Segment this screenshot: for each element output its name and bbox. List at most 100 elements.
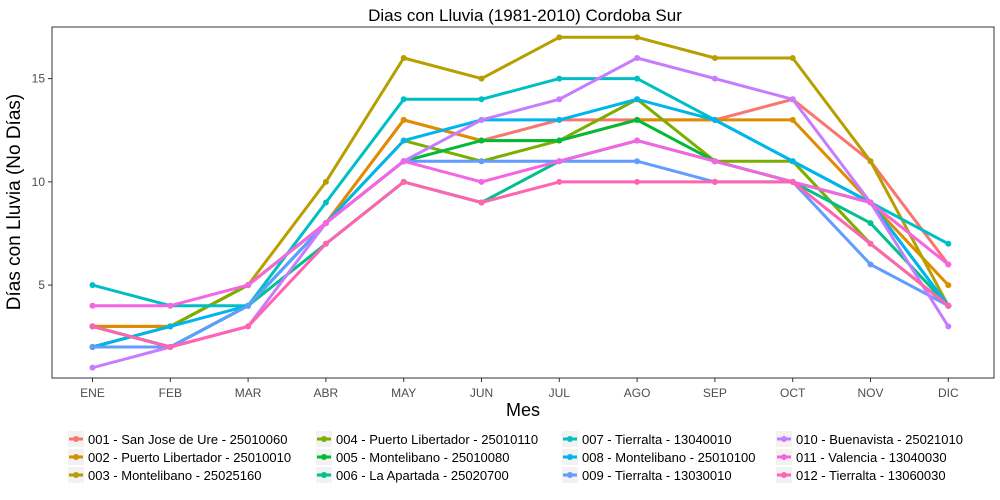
data-point xyxy=(634,158,641,165)
legend-label: 003 - Montelibano - 25025160 xyxy=(88,468,261,483)
data-point xyxy=(556,34,563,41)
legend-item: 001 - San Jose de Ure - 25010060 xyxy=(68,431,287,447)
x-tick-label: FEB xyxy=(159,386,182,400)
legend-item: 012 - Tierralta - 13060030 xyxy=(776,467,946,483)
legend-item: 011 - Valencia - 13040030 xyxy=(776,449,947,465)
x-tick-label: DIC xyxy=(938,386,959,400)
data-point xyxy=(711,178,718,185)
data-point xyxy=(789,96,796,103)
legend-item: 005 - Montelibano - 25010080 xyxy=(316,449,509,465)
legend-key-point xyxy=(73,454,79,460)
data-point xyxy=(867,261,874,268)
data-point xyxy=(89,364,96,371)
data-point xyxy=(322,220,329,227)
data-point xyxy=(789,54,796,61)
y-tick-label: 5 xyxy=(38,278,45,292)
series-12 xyxy=(89,178,952,351)
series-layer xyxy=(89,34,952,371)
x-tick-label: JUN xyxy=(470,386,493,400)
data-point xyxy=(478,75,485,82)
data-point xyxy=(400,178,407,185)
legend-key-point xyxy=(781,454,787,460)
data-point xyxy=(634,137,641,144)
series-line xyxy=(91,139,950,308)
data-point xyxy=(634,75,641,82)
data-point xyxy=(711,158,718,165)
x-tick-label: SEP xyxy=(703,386,727,400)
y-tick-label: 10 xyxy=(32,175,46,189)
legend-label: 007 - Tierralta - 13040010 xyxy=(582,432,732,447)
data-point xyxy=(556,96,563,103)
data-point xyxy=(400,96,407,103)
data-point xyxy=(478,116,485,123)
data-point xyxy=(867,199,874,206)
y-axis: 5 10 15 xyxy=(32,72,52,292)
data-point xyxy=(245,302,252,309)
x-tick-label: MAR xyxy=(235,386,262,400)
legend-key-point xyxy=(567,472,573,478)
legend-label: 004 - Puerto Libertador - 25010110 xyxy=(336,432,538,447)
series-line xyxy=(91,180,950,349)
data-point xyxy=(89,323,96,330)
legend-key-point xyxy=(567,454,573,460)
legend-key-point xyxy=(73,472,79,478)
data-point xyxy=(400,137,407,144)
legend-key-point xyxy=(781,436,787,442)
data-point xyxy=(322,240,329,247)
data-point xyxy=(711,54,718,61)
legend-label: 005 - Montelibano - 25010080 xyxy=(336,450,509,465)
data-point xyxy=(556,158,563,165)
data-point xyxy=(789,178,796,185)
data-point xyxy=(478,158,485,165)
data-point xyxy=(167,323,174,330)
legend: 001 - San Jose de Ure - 25010060 002 - Pu… xyxy=(68,431,963,483)
x-tick-label: ABR xyxy=(314,386,339,400)
legend-item: 002 - Puerto Libertador - 25010010 xyxy=(68,449,291,465)
data-point xyxy=(322,199,329,206)
legend-label: 008 - Montelibano - 25010100 xyxy=(582,450,755,465)
series-line xyxy=(91,159,950,349)
chart-title: Dias con Lluvia (1981-2010) Cordoba Sur xyxy=(368,6,682,25)
plot-panel xyxy=(51,26,995,379)
series-line xyxy=(91,97,950,349)
data-point xyxy=(245,323,252,330)
legend-label: 001 - San Jose de Ure - 25010060 xyxy=(88,432,287,447)
data-point xyxy=(634,34,641,41)
data-point xyxy=(167,302,174,309)
data-point xyxy=(945,261,952,268)
legend-key-point xyxy=(321,436,327,442)
data-point xyxy=(945,240,952,247)
x-tick-label: JUL xyxy=(549,386,571,400)
legend-label: 012 - Tierralta - 13060030 xyxy=(796,468,946,483)
legend-label: 006 - La Apartada - 25020700 xyxy=(336,468,509,483)
x-axis-label: Mes xyxy=(506,400,540,420)
data-point xyxy=(789,158,796,165)
data-point xyxy=(945,282,952,289)
x-tick-label: ENE xyxy=(80,386,105,400)
data-point xyxy=(634,96,641,103)
data-point xyxy=(89,302,96,309)
data-point xyxy=(556,178,563,185)
x-tick-label: AGO xyxy=(624,386,651,400)
legend-key-point xyxy=(321,472,327,478)
data-point xyxy=(89,344,96,351)
legend-item: 003 - Montelibano - 25025160 xyxy=(68,467,261,483)
data-point xyxy=(945,302,952,309)
data-point xyxy=(634,54,641,61)
data-point xyxy=(711,116,718,123)
legend-label: 002 - Puerto Libertador - 25010010 xyxy=(88,450,291,465)
data-point xyxy=(478,137,485,144)
data-point xyxy=(245,282,252,289)
data-point xyxy=(556,75,563,82)
legend-item: 008 - Montelibano - 25010100 xyxy=(562,449,755,465)
legend-label: 010 - Buenavista - 25021010 xyxy=(796,432,963,447)
data-point xyxy=(867,158,874,165)
data-point xyxy=(867,240,874,247)
y-tick-label: 15 xyxy=(32,72,46,86)
data-point xyxy=(478,178,485,185)
data-point xyxy=(634,116,641,123)
legend-key-point xyxy=(567,436,573,442)
legend-key-point xyxy=(781,472,787,478)
data-point xyxy=(945,323,952,330)
